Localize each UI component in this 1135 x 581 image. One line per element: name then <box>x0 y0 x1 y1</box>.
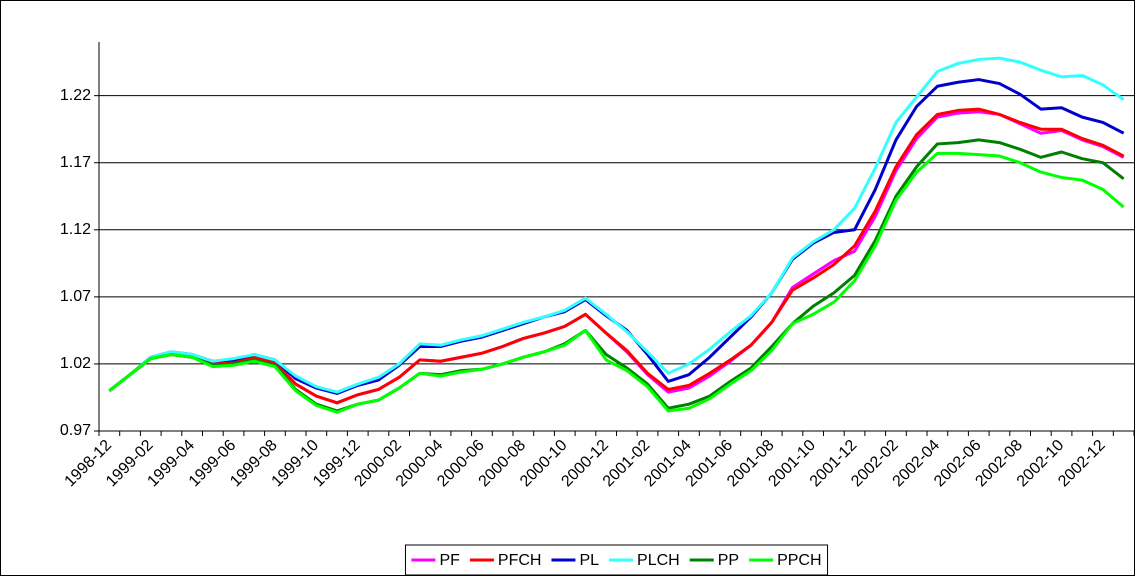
series-line <box>108 151 1125 414</box>
y-tick-label: 0.97 <box>60 422 91 439</box>
y-tick-label: 1.17 <box>60 154 91 171</box>
legend-label: PFCH <box>498 552 542 569</box>
y-tick-label: 1.12 <box>60 221 91 238</box>
y-tick-label: 1.02 <box>60 355 91 372</box>
series-line <box>108 107 1125 405</box>
legend-label: PP <box>718 552 739 569</box>
legend-label: PF <box>439 552 460 569</box>
legend-label: PLCH <box>637 552 680 569</box>
y-tick-label: 1.07 <box>60 288 91 305</box>
series-line <box>108 56 1125 394</box>
legend-label: PL <box>579 552 599 569</box>
legend-label: PPCH <box>777 552 821 569</box>
legend: PF PFCH PL PLCH PP PPCH <box>404 544 829 576</box>
y-tick-label: 1.22 <box>60 87 91 104</box>
